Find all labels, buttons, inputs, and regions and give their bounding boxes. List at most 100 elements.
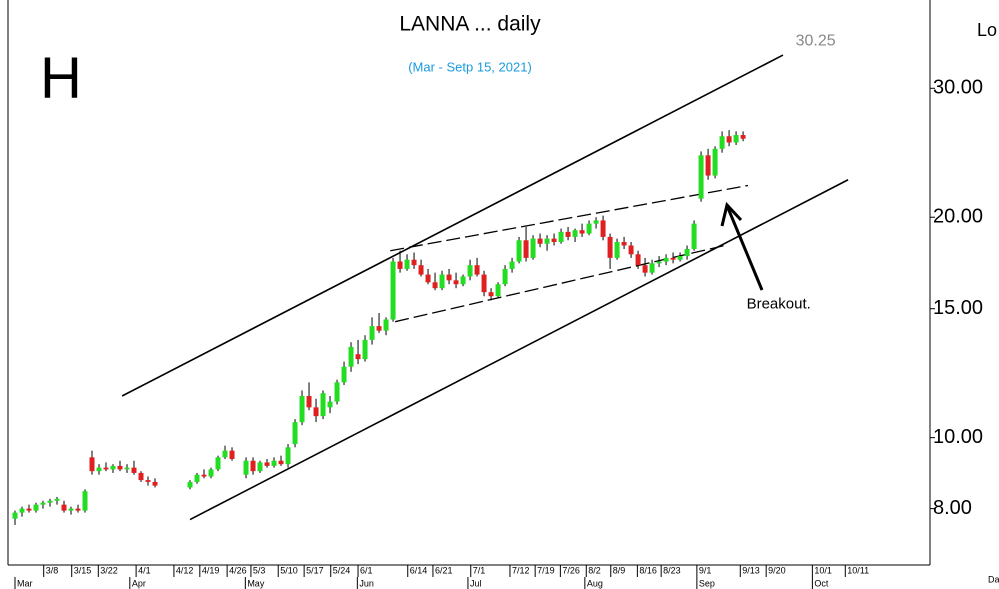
candle-body (670, 257, 676, 260)
x-tick-label: 8/23 (663, 565, 681, 575)
x-tick-label: 6/14 (410, 565, 428, 575)
candle-body (376, 326, 382, 331)
candle-body (565, 231, 571, 237)
candle-body (635, 254, 641, 266)
candle-body (446, 274, 452, 281)
candle-body (40, 502, 46, 505)
candle-body (208, 469, 214, 477)
candle-body (726, 136, 732, 143)
candle-body (656, 261, 662, 264)
axis-title-cut: Da (988, 574, 999, 584)
candle-body (299, 395, 305, 423)
x-tick-label: 6/21 (435, 565, 453, 575)
candle-body (103, 467, 109, 470)
x-tick-label: 4/19 (202, 565, 220, 575)
chart-title: LANNA ... daily (399, 13, 541, 36)
candle-body (334, 382, 340, 402)
candle-body (586, 223, 592, 234)
candle-body (614, 242, 620, 258)
candle-body (684, 248, 690, 257)
candle-body (313, 407, 319, 417)
candle-body (600, 220, 606, 237)
month-label: Sep (699, 578, 715, 588)
candle-body (439, 274, 445, 289)
candle-body (320, 393, 326, 417)
candle-body (54, 498, 60, 501)
trend-line (189, 179, 849, 521)
candle-body (26, 508, 32, 511)
candle-body (82, 491, 88, 511)
candle-body (75, 508, 81, 511)
candle-body (628, 245, 634, 255)
candle-body (362, 339, 368, 360)
candle-body (124, 467, 130, 470)
candle-body (355, 354, 361, 360)
x-tick-label: 7/12 (512, 565, 530, 575)
x-tick-label: 4/26 (229, 565, 247, 575)
candle-body (649, 263, 655, 273)
arrow-head (720, 201, 743, 227)
x-tick-label: 5/17 (306, 565, 324, 575)
candle-body (117, 465, 123, 470)
x-tick-label: 7/1 (473, 565, 486, 575)
y-tick-label: 10.00 (933, 426, 983, 448)
candle-body (47, 500, 53, 503)
trend-line (394, 244, 726, 323)
candle-body (390, 261, 396, 320)
x-tick-label: 5/3 (253, 565, 266, 575)
x-tick-label: 8/2 (588, 565, 601, 575)
candle-body (12, 512, 18, 519)
chart-subtitle: (Mar - Setp 15, 2021) (408, 59, 532, 74)
candle-body (397, 261, 403, 269)
candle-body (572, 230, 578, 237)
candle-body (719, 136, 725, 149)
x-tick-label: 9/1 (699, 565, 712, 575)
candle-body (460, 276, 466, 285)
candle-body (488, 292, 494, 297)
candle-body (642, 265, 648, 273)
annotation: 30.25 (796, 32, 836, 49)
candle-body (222, 450, 228, 458)
candle-body (68, 508, 74, 511)
candle-body (705, 155, 711, 176)
x-tick-label: 6/1 (360, 565, 373, 575)
candle-body (194, 474, 200, 482)
candle-body (264, 462, 270, 466)
x-tick-label: 10/1 (814, 565, 832, 575)
candle-body (593, 220, 599, 224)
candle-body (544, 238, 550, 244)
axis-title-cut: Lo (977, 20, 997, 40)
candle-body (411, 259, 417, 266)
annotation: Breakout. (747, 295, 811, 312)
candle-body (250, 460, 256, 472)
candle-body (215, 457, 221, 470)
x-tick-label: 3/15 (74, 565, 92, 575)
candle-body (369, 326, 375, 340)
candle-body (579, 230, 585, 234)
candle-body (131, 467, 137, 473)
month-label: May (247, 578, 265, 588)
candle-body (712, 148, 718, 176)
candle-body (33, 504, 39, 511)
candle-body (383, 319, 389, 331)
candle-body (607, 236, 613, 258)
candle-body (621, 242, 627, 246)
candle-body (495, 284, 501, 297)
candle-body (257, 462, 263, 472)
month-label: Jul (470, 578, 482, 588)
candle-body (467, 265, 473, 277)
candle-body (306, 395, 312, 408)
x-tick-label: 4/1 (138, 565, 151, 575)
candle-body (404, 259, 410, 269)
arrow (726, 207, 764, 291)
month-label: Jun (359, 578, 374, 588)
candle-body (453, 280, 459, 285)
candle-body (152, 481, 158, 486)
candle-body (551, 238, 557, 243)
candle-body (677, 256, 683, 260)
candle-body (19, 508, 25, 513)
candle-body (558, 231, 564, 243)
trend-line (121, 54, 784, 397)
candle-body (327, 401, 333, 408)
